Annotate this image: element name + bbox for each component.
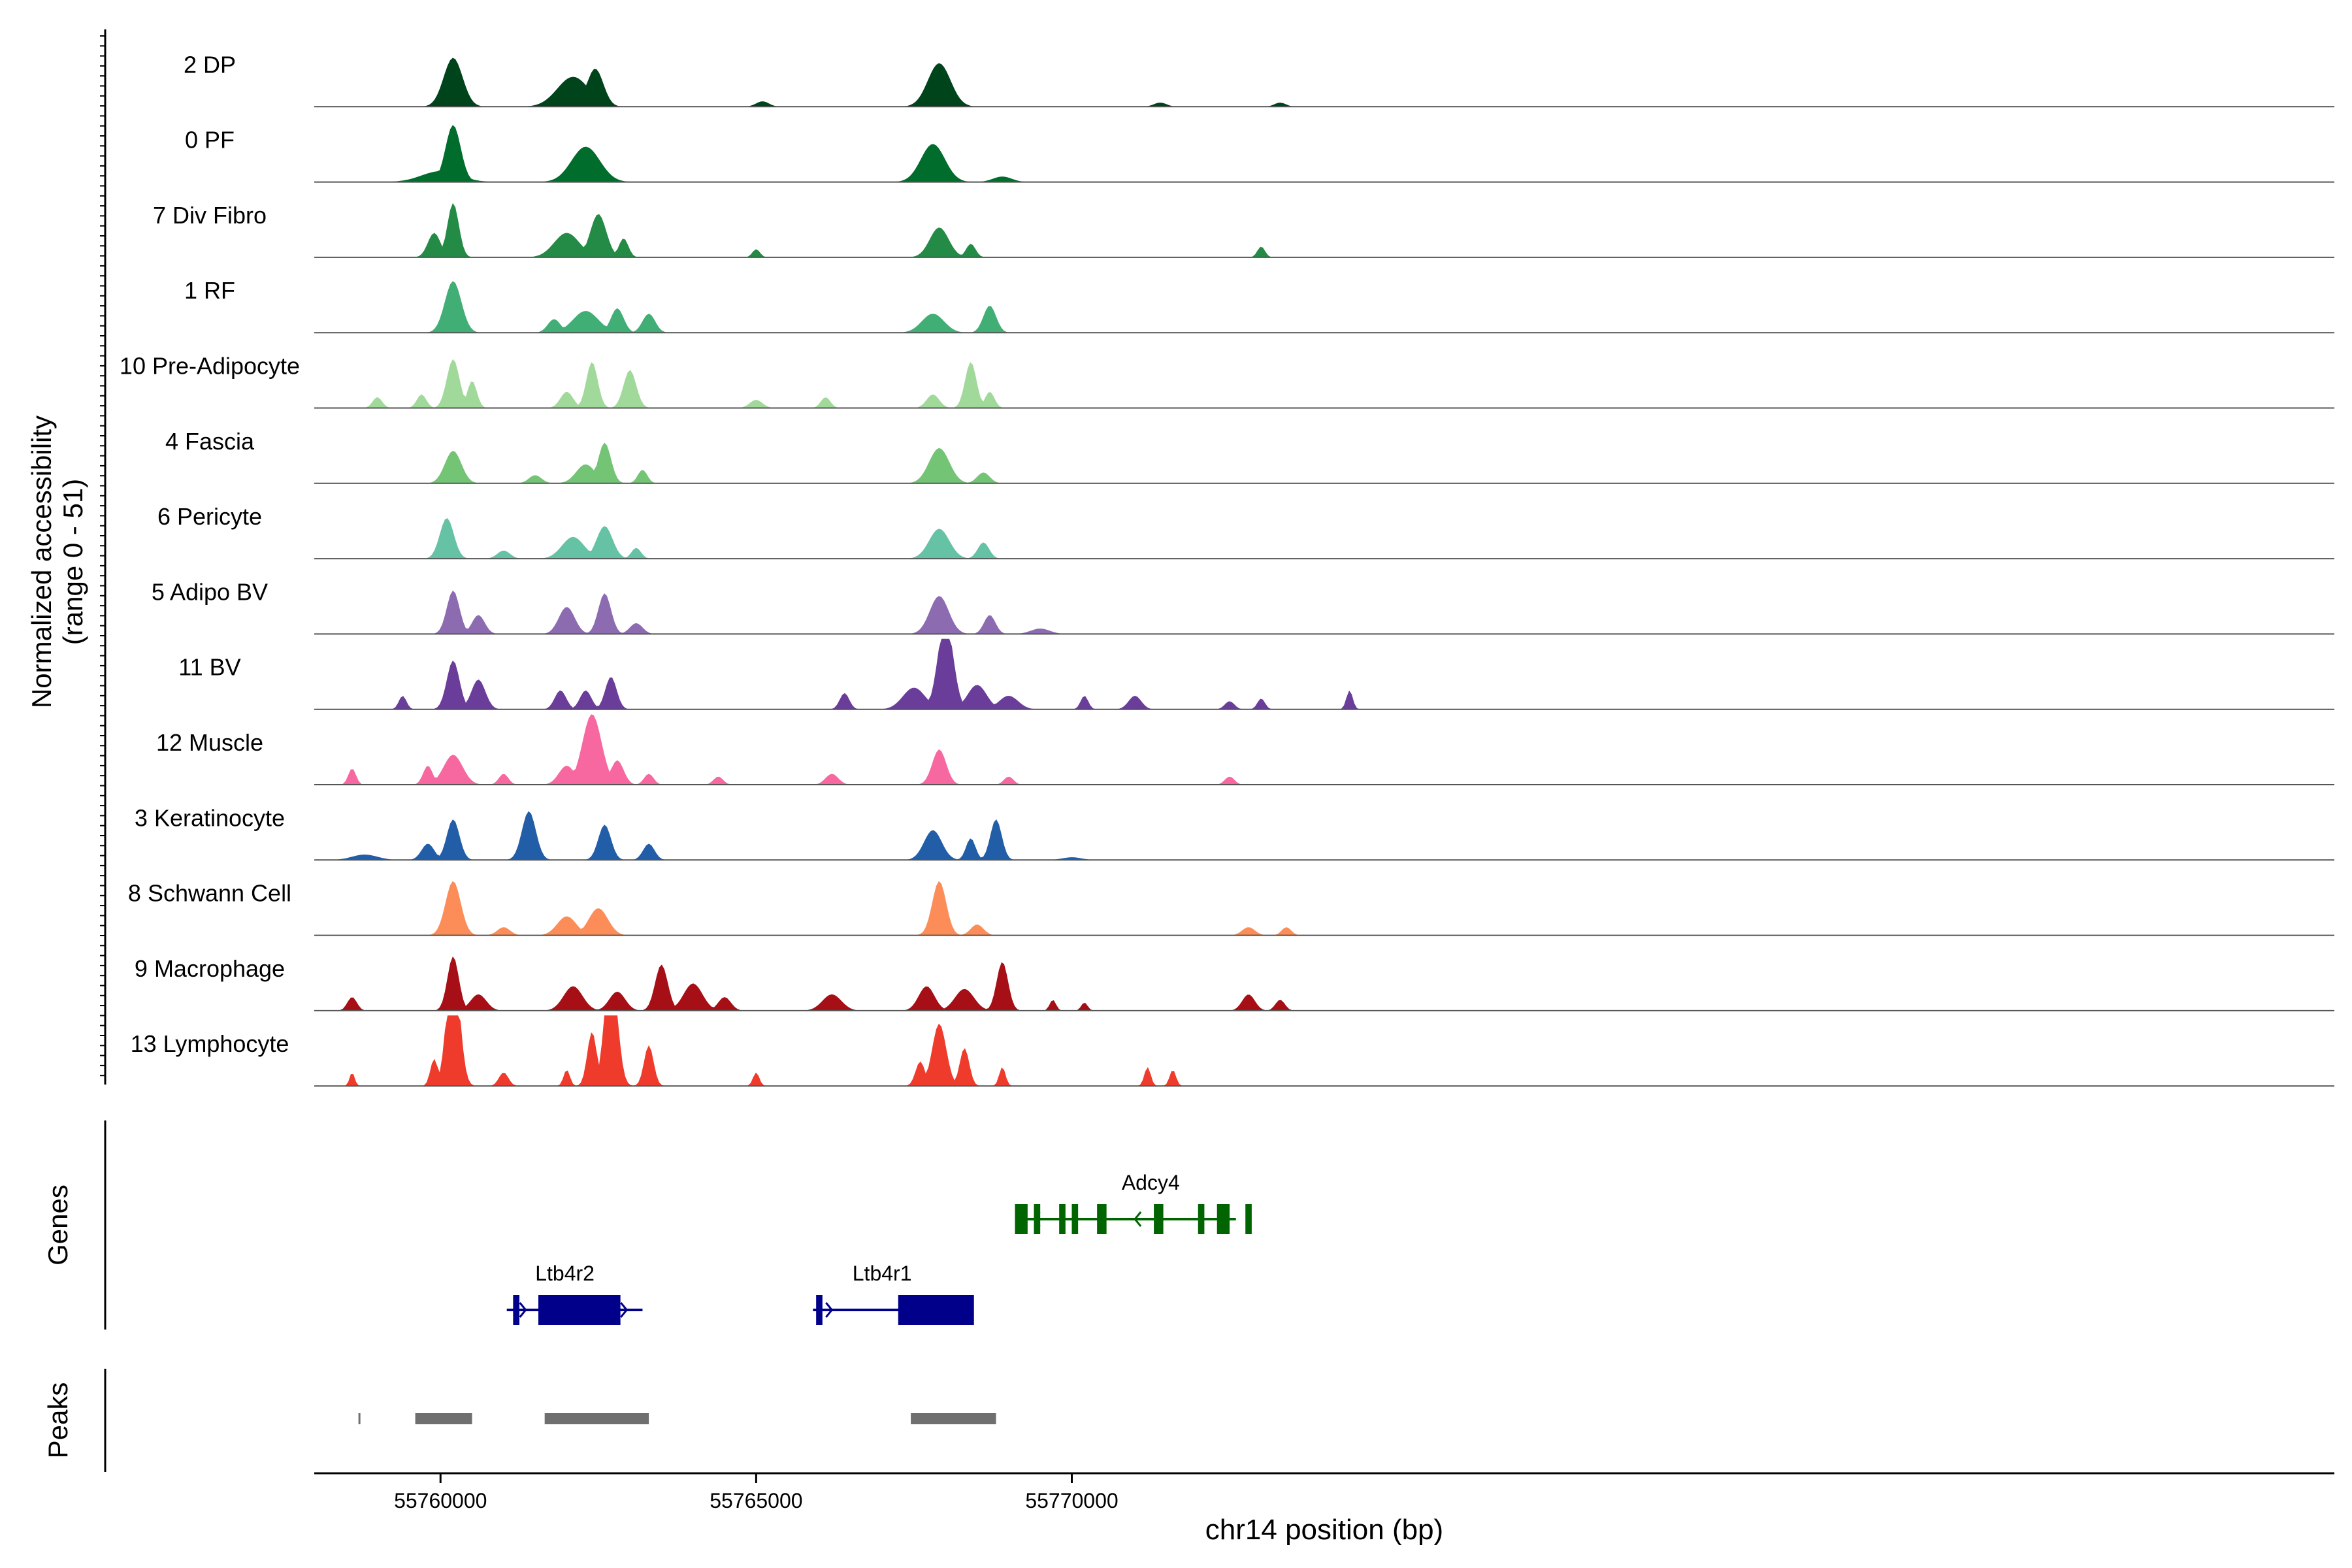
gene-label: Ltb4r2 [535, 1262, 595, 1285]
y-axis-ticks [100, 35, 105, 1077]
peak-region [544, 1413, 649, 1424]
gene-exon [1015, 1204, 1028, 1234]
gene-label: Adcy4 [1122, 1171, 1180, 1194]
track-label: 1 RF [184, 277, 235, 304]
track-label: 5 Adipo BV [152, 578, 268, 605]
accessibility-axis: Normalized accessibility (range 0 - 51) [26, 29, 106, 1085]
track-label: 2 DP [184, 51, 236, 78]
gene-exon [816, 1295, 823, 1325]
coverage-area [314, 811, 2241, 860]
y-axis-range-label: (range 0 - 51) [57, 479, 88, 645]
coverage-area [314, 518, 2241, 559]
track-label: 13 Lymphocyte [131, 1030, 289, 1057]
track-4-fascia: 4 Fascia [165, 428, 2334, 484]
track-3-keratinocyte: 3 Keratinocyte [135, 804, 2334, 861]
coverage-area [314, 714, 2241, 785]
coverage-area [314, 638, 2241, 710]
x-tick-label: 55765000 [710, 1489, 802, 1512]
track-12-muscle: 12 Muscle [156, 714, 2334, 785]
coverage-area [314, 1015, 2241, 1086]
peak-region [358, 1413, 361, 1424]
x-axis-title: chr14 position (bp) [1205, 1514, 1443, 1546]
coverage-area [314, 591, 2241, 634]
coverage-area [314, 359, 2241, 408]
coverage-area [314, 203, 2241, 257]
track-label: 3 Keratinocyte [135, 804, 285, 831]
gene-label: Ltb4r1 [853, 1262, 912, 1285]
strand-arrow [926, 1302, 934, 1318]
gene-exon [1245, 1204, 1252, 1234]
coverage-area [314, 57, 2241, 107]
coverage-area [314, 442, 2241, 483]
track-6-pericyte: 6 Pericyte [157, 503, 2334, 560]
track-label: 7 Div Fibro [153, 202, 267, 229]
x-axis: 55760000 55765000 55770000 chr14 position … [314, 1472, 2334, 1546]
peaks-panel-label: Peaks [42, 1382, 73, 1459]
strand-arrow [825, 1302, 834, 1318]
strand-arrow [1032, 1211, 1041, 1227]
coverage-tracks: 2 DP 0 PF 7 Div Fibro 1 RF 10 Pre-Adipocyte 4… [120, 51, 2334, 1087]
track-0-pf: 0 PF [185, 125, 2334, 183]
strand-arrow [519, 1302, 527, 1318]
gene-exon [1217, 1204, 1230, 1234]
gene-exon [538, 1295, 621, 1325]
gene-exon [1154, 1204, 1164, 1234]
strand-arrow [620, 1302, 629, 1318]
track-label: 6 Pericyte [157, 503, 262, 530]
gene-exon [1071, 1204, 1079, 1234]
gene-exon [1059, 1204, 1066, 1234]
gene-exon [1198, 1204, 1205, 1234]
track-2-dp: 2 DP [184, 51, 2334, 108]
gene-exon [1034, 1204, 1041, 1234]
x-axis-ticks: 55760000 55765000 55770000 [394, 1473, 1119, 1512]
track-7-div-fibro: 7 Div Fibro [153, 202, 2334, 258]
y-axis-title: Normalized accessibility [26, 416, 57, 708]
track-label: 11 BV [178, 654, 240, 681]
peak-region [911, 1413, 996, 1424]
gene-exon [898, 1295, 974, 1325]
track-8-schwann-cell: 8 Schwann Cell [128, 880, 2334, 936]
track-5-adipo-bv: 5 Adipo BV [152, 578, 2334, 635]
peak-region [415, 1413, 472, 1424]
coverage-area [314, 281, 2241, 333]
track-10-pre-adipocyte: 10 Pre-Adipocyte [120, 353, 2334, 409]
gene-ltb4r1: Ltb4r1 [813, 1262, 974, 1325]
genes-panel-label: Genes [42, 1184, 73, 1266]
coverage-area [314, 956, 2241, 1011]
coverage-area [314, 125, 2241, 182]
peaks-panel: Peaks [42, 1369, 996, 1472]
track-9-macrophage: 9 Macrophage [135, 955, 2334, 1011]
genes-panel: Genes Adcy4 Ltb4r2 Ltb4r1 [42, 1120, 1252, 1330]
track-label: 9 Macrophage [135, 955, 285, 982]
track-1-rf: 1 RF [184, 277, 2334, 334]
track-13-lymphocyte: 13 Lymphocyte [131, 1015, 2334, 1087]
track-label: 8 Schwann Cell [128, 880, 291, 907]
x-tick-label: 55770000 [1025, 1489, 1118, 1512]
track-label: 12 Muscle [156, 729, 263, 756]
gene-ltb4r2: Ltb4r2 [506, 1262, 643, 1325]
track-11-bv: 11 BV [178, 638, 2334, 710]
track-label: 0 PF [185, 127, 235, 154]
coverage-area [314, 881, 2241, 936]
gene-adcy4: Adcy4 [1015, 1171, 1252, 1234]
gene-exon [1097, 1204, 1107, 1234]
track-label: 4 Fascia [165, 428, 255, 455]
x-tick-label: 55760000 [394, 1489, 487, 1512]
gene-exon [513, 1295, 520, 1325]
strand-arrow [1134, 1211, 1142, 1227]
track-label: 10 Pre-Adipocyte [120, 353, 300, 380]
